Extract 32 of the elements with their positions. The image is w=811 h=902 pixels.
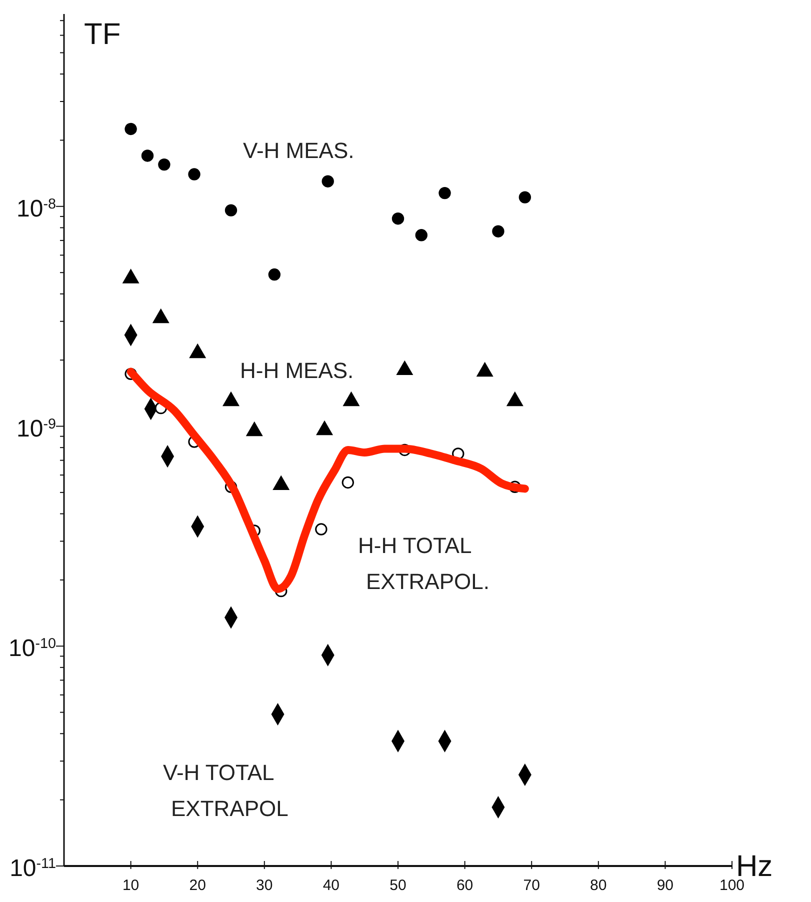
point [415, 229, 428, 242]
x-tick-label: 50 [390, 877, 406, 894]
point [518, 191, 532, 204]
series-label: H-H TOTAL EXTRAPOL. [358, 533, 490, 594]
y-axis-title: TF [84, 18, 121, 51]
x-tick-label: 60 [456, 877, 474, 894]
point [141, 150, 154, 162]
x-tick-label: 80 [590, 877, 607, 894]
y-tick-label: 10$^{-10}$ [8, 635, 56, 662]
x-tick-label: 70 [523, 877, 540, 894]
y-tick-label: 10$^{-9}$ [16, 415, 56, 442]
point [392, 212, 404, 225]
series-label: H-H MEAS. [240, 358, 354, 383]
x-tick-label: 20 [189, 877, 206, 894]
series-label: V-H TOTAL EXTRAPOL [163, 760, 288, 821]
point [268, 268, 281, 281]
point [124, 122, 137, 136]
x-tick-label: 30 [256, 877, 273, 894]
series-label: V-H MEAS. [243, 138, 354, 163]
y-tick-label: 10$^{-11}$ [10, 855, 56, 882]
point [315, 523, 328, 536]
y-tick-label: 10$^{-8}$ [16, 195, 56, 222]
x-tick-label: 40 [322, 877, 340, 894]
point [224, 204, 238, 216]
point [492, 225, 504, 238]
point [188, 168, 200, 180]
point [342, 476, 354, 489]
point [322, 175, 334, 188]
point [438, 186, 451, 200]
x-tick-label: 10 [122, 877, 140, 894]
point [158, 158, 170, 171]
x-tick-label: 90 [656, 877, 674, 894]
